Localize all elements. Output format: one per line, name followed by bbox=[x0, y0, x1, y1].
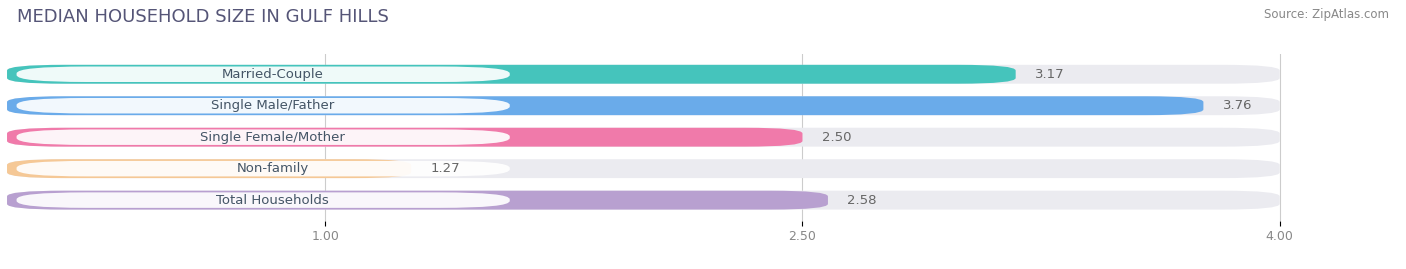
FancyBboxPatch shape bbox=[7, 65, 1279, 84]
Text: Married-Couple: Married-Couple bbox=[222, 68, 323, 81]
Text: Total Households: Total Households bbox=[217, 194, 329, 207]
FancyBboxPatch shape bbox=[17, 66, 510, 82]
FancyBboxPatch shape bbox=[7, 96, 1204, 115]
FancyBboxPatch shape bbox=[7, 159, 1279, 178]
FancyBboxPatch shape bbox=[7, 65, 1015, 84]
Text: MEDIAN HOUSEHOLD SIZE IN GULF HILLS: MEDIAN HOUSEHOLD SIZE IN GULF HILLS bbox=[17, 8, 388, 26]
Text: Single Male/Father: Single Male/Father bbox=[211, 99, 335, 112]
FancyBboxPatch shape bbox=[7, 159, 411, 178]
FancyBboxPatch shape bbox=[7, 96, 1279, 115]
FancyBboxPatch shape bbox=[7, 191, 828, 210]
Text: Non-family: Non-family bbox=[236, 162, 309, 175]
FancyBboxPatch shape bbox=[17, 161, 510, 176]
Text: 2.50: 2.50 bbox=[821, 131, 851, 144]
FancyBboxPatch shape bbox=[7, 191, 1279, 210]
FancyBboxPatch shape bbox=[7, 128, 803, 147]
Text: Single Female/Mother: Single Female/Mother bbox=[200, 131, 344, 144]
Text: 3.76: 3.76 bbox=[1222, 99, 1251, 112]
FancyBboxPatch shape bbox=[17, 98, 510, 114]
Text: 1.27: 1.27 bbox=[430, 162, 460, 175]
FancyBboxPatch shape bbox=[17, 129, 510, 145]
Text: 3.17: 3.17 bbox=[1035, 68, 1064, 81]
Text: Source: ZipAtlas.com: Source: ZipAtlas.com bbox=[1264, 8, 1389, 21]
Text: 2.58: 2.58 bbox=[846, 194, 876, 207]
FancyBboxPatch shape bbox=[17, 192, 510, 208]
FancyBboxPatch shape bbox=[7, 128, 1279, 147]
